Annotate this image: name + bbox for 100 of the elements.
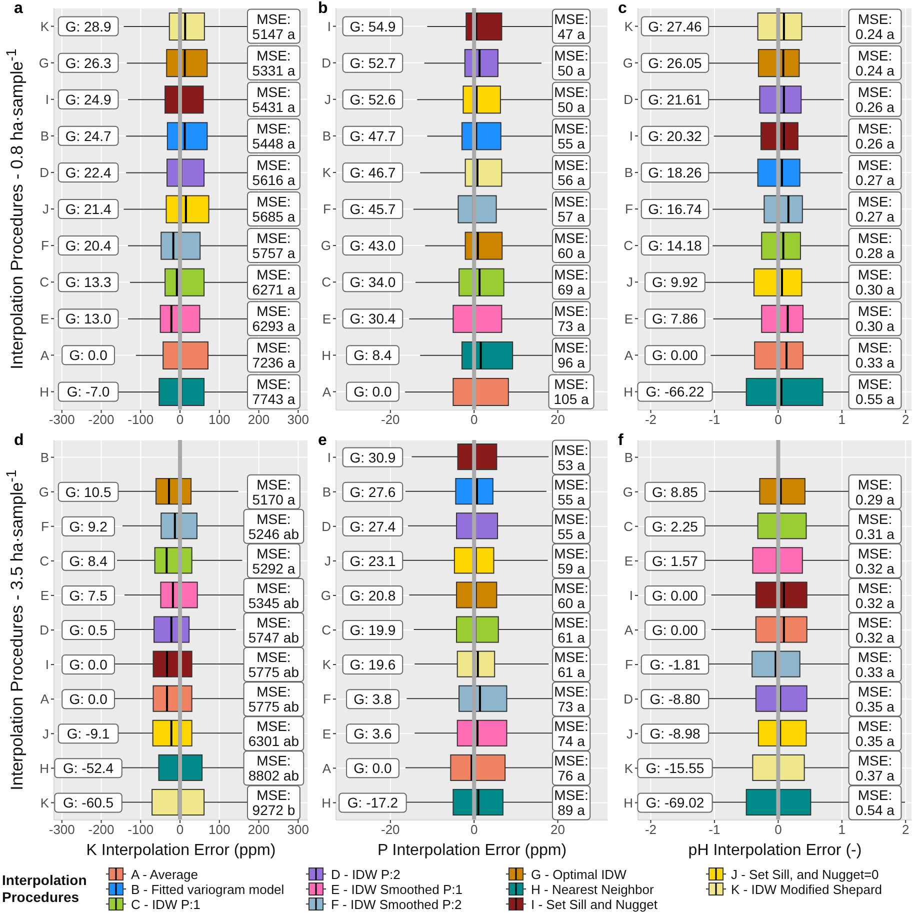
x-tick-label: 2	[902, 412, 910, 428]
x-tick-label: -100	[128, 412, 154, 428]
annotation: G: 24.9	[65, 91, 112, 108]
annotation: G: 0.0	[354, 760, 392, 776]
y-tick-label: D	[40, 622, 49, 638]
y-tick-label: K	[322, 165, 332, 180]
category-label: G - Optimal IDW	[531, 866, 626, 882]
y-tick-label: F	[41, 238, 50, 254]
x-axis-title: P Interpolation Error (ppm)	[376, 842, 568, 860]
category-label: E - IDW Smoothed P:1	[331, 882, 462, 896]
y-tick-label: I	[45, 657, 49, 672]
annotation: MSE: 53 a	[554, 442, 588, 473]
annotation: MSE: 0.33 a	[856, 649, 895, 680]
annotation: G: 47.7	[350, 128, 396, 144]
annotation: MSE: 6301 ab	[248, 718, 300, 750]
annotation: G: -60.5	[62, 794, 114, 811]
y-tick-label: F	[625, 657, 634, 672]
annotation: G: 46.7	[350, 164, 396, 180]
annotation: G: 43.0	[350, 238, 396, 254]
annotation: G: -8.80	[650, 691, 700, 708]
x-tick-label: 0	[176, 412, 184, 428]
annotation: G: -8.98	[650, 726, 700, 742]
annotation: MSE: 0.33 a	[856, 340, 895, 371]
annotation: G: 26.05	[648, 54, 702, 71]
annotation: MSE: 57 a	[554, 194, 588, 224]
x-tick-label: 300	[287, 822, 310, 838]
y-tick-label: H	[40, 760, 49, 776]
annotation: MSE: 6293 a	[252, 303, 296, 334]
annotation: MSE: 0.55 a	[856, 376, 895, 408]
y-tick-label: C	[624, 518, 633, 534]
y-tick-label: K	[40, 18, 50, 34]
annotation: G: 23.1	[350, 552, 396, 569]
annotation: G: 0.0	[354, 384, 392, 400]
annotation: MSE: 0.30 a	[856, 266, 895, 298]
annotation: G: 27.46	[648, 18, 702, 34]
annotation: G: 20.32	[648, 128, 702, 144]
x-tick-label: -20	[381, 822, 400, 838]
annotation: MSE: 0.32 a	[856, 580, 895, 611]
annotation: G: 13.3	[65, 274, 112, 290]
annotation: G: 28.9	[65, 18, 112, 34]
x-axis-title: K Interpolation Error (ppm)	[85, 842, 277, 860]
x-tick-label: -200	[88, 822, 114, 838]
annotation: G: -9.1	[66, 726, 110, 742]
y-tick-label: J	[626, 726, 633, 742]
y-tick-label: E	[322, 726, 332, 742]
y-tick-label: A	[40, 348, 50, 363]
x-tick-label: 20	[550, 412, 566, 428]
y-tick-label: D	[40, 165, 49, 180]
y-tick-label: K	[624, 760, 634, 776]
y-tick-label: K	[624, 18, 634, 34]
y-tick-label: B	[40, 450, 49, 465]
annotation: G: 0.00	[652, 622, 698, 638]
y-tick-label: D	[322, 518, 331, 534]
annotation: G: 52.6	[350, 91, 396, 108]
annotation: G: 54.9	[350, 18, 396, 34]
y-tick-label: F	[323, 692, 332, 707]
y-tick-label: J	[324, 92, 331, 107]
annotation: G: 45.7	[350, 201, 396, 217]
y-tick-label: E	[40, 588, 50, 604]
y-tick-label: D	[624, 92, 633, 107]
x-tick-label: -2	[644, 822, 657, 838]
annotation: MSE: 5757 a	[252, 230, 296, 262]
x-tick-label: -100	[128, 822, 154, 838]
annotation: MSE: 5246 ab	[248, 510, 300, 542]
y-tick-label: H	[624, 384, 633, 400]
annotation: MSE: 5685 a	[252, 194, 296, 224]
y-tick-label: J	[42, 726, 49, 742]
annotation: G: -7.0	[66, 384, 110, 400]
annotation: MSE: 76 a	[554, 752, 588, 784]
annotation: MSE: 0.37 a	[856, 752, 895, 784]
annotation: G: 10.5	[65, 484, 112, 500]
annotation: G: 27.6	[350, 484, 396, 500]
annotation: G: 19.6	[350, 656, 396, 673]
chart-title: d	[14, 432, 24, 450]
y-tick-label: I	[629, 588, 633, 604]
annotation: G: 34.0	[350, 274, 396, 290]
y-tick-label: H	[624, 795, 633, 810]
x-tick-label: 200	[248, 412, 270, 428]
category-label: J - Set Sill, and Nugget=0	[731, 866, 879, 882]
x-tick-label: 0	[470, 412, 478, 428]
annotation: MSE: 0.28 a	[856, 230, 895, 262]
annotation: MSE: 0.27 a	[856, 156, 895, 188]
y-tick-label: A	[40, 692, 50, 707]
annotation: MSE: 5448 a	[252, 120, 296, 152]
annotation: MSE: 55 a	[554, 120, 588, 152]
annotation: G: 19.9	[350, 622, 396, 638]
annotation: G: 52.7	[350, 54, 396, 71]
x-tick-label: 100	[208, 822, 230, 838]
annotation: G: 27.4	[350, 518, 396, 534]
y-tick-label: A	[322, 384, 332, 400]
x-tick-label: -20	[381, 412, 400, 428]
annotation: MSE: 0.27 a	[856, 194, 895, 224]
y-tick-label: A	[322, 760, 332, 776]
annotation: MSE: 5616 a	[252, 156, 296, 188]
x-tick-label: -1	[708, 412, 720, 428]
annotation: G: 9.92	[652, 274, 698, 290]
y-tick-label: I	[45, 92, 49, 107]
y-tick-label: K	[40, 795, 50, 810]
y-tick-label: I	[327, 450, 331, 465]
annotation: MSE: 0.24 a	[856, 47, 895, 78]
